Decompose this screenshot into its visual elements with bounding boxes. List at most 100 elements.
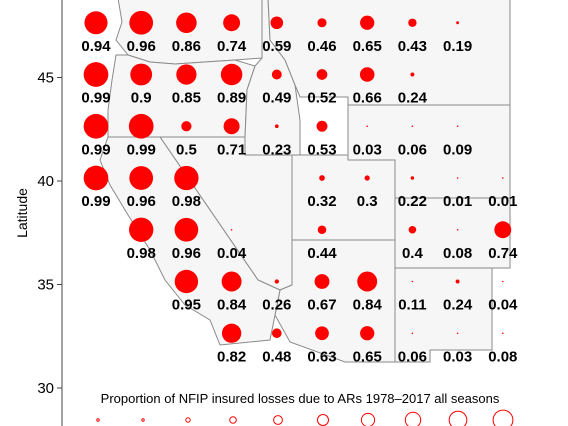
bubble-point [366, 125, 369, 128]
bubble-point [502, 332, 504, 335]
bubble-point [221, 323, 242, 343]
bubble-point [456, 21, 460, 25]
value-label-layer: 0.94 0.96 0.86 0.74 0.59 0.46 0.65 0.43 0.19 0.99… [81, 38, 518, 366]
bubble-value-label: 0.59 [262, 38, 291, 55]
bubble-value-label: 0.08 [443, 245, 472, 262]
bubble-value-label: 0.65 [353, 348, 382, 365]
bubble-value-label: 0.11 [398, 297, 426, 314]
bubble-value-label: 0.71 [217, 141, 246, 158]
bubble-value-label: 0.95 [172, 297, 201, 314]
bubble-value-label: 0.99 [81, 90, 110, 107]
bubble-value-label: 0.4 [402, 245, 424, 262]
bubble-point [502, 177, 504, 179]
bubble-point [129, 166, 154, 190]
bubble-point [317, 225, 327, 235]
bubble-layer [83, 10, 512, 343]
bubble-value-label: 0.09 [443, 141, 472, 158]
state-montana [267, 0, 511, 106]
bubble-point [129, 217, 154, 242]
bubble-point [223, 14, 241, 32]
bubble-point [411, 125, 414, 128]
bubble-value-label: 0.03 [443, 348, 472, 365]
bubble-value-label: 0.01 [488, 193, 517, 210]
bubble-value-label: 0.49 [262, 90, 291, 107]
bubble-point [176, 64, 197, 85]
bubble-point [364, 175, 370, 181]
bubble-value-label: 0.65 [353, 38, 382, 55]
legend-size-circle [96, 418, 100, 422]
bubble-value-label: 0.01 [443, 193, 472, 210]
bubble-value-label: 0.26 [262, 297, 291, 314]
bubble-point [455, 279, 460, 284]
bubble-point [456, 332, 459, 335]
bubble-value-label: 0.96 [127, 193, 156, 210]
legend-size-circle [229, 416, 237, 424]
bubble-value-label: 0.06 [398, 348, 427, 365]
bubble-value-label: 0.3 [357, 193, 378, 210]
bubble-value-label: 0.5 [176, 141, 197, 158]
bubble-point [84, 11, 108, 35]
bubble-value-label: 0.99 [81, 193, 110, 210]
bubble-point [494, 221, 512, 239]
bubble-point [130, 63, 153, 86]
bubble-value-label: 0.43 [398, 38, 427, 55]
bubble-value-label: 0.99 [127, 141, 156, 158]
bubble-value-label: 0.96 [127, 38, 156, 55]
bubble-point [274, 124, 279, 129]
bubble-point [360, 326, 375, 341]
bubble-value-label: 0.98 [172, 193, 201, 210]
bubble-value-label: 0.82 [217, 348, 246, 365]
bubble-value-label: 0.46 [307, 38, 336, 55]
bubble-point [316, 120, 328, 132]
bubble-value-label: 0.86 [172, 38, 201, 55]
bubble-value-label: 0.04 [488, 297, 518, 314]
bubble-point [174, 165, 199, 191]
y-tick-label: 40 [37, 173, 54, 190]
bubble-value-label: 0.23 [262, 141, 291, 158]
bubble-value-label: 0.24 [443, 297, 473, 314]
y-axis: Latitude 30 35 40 45 [14, 0, 63, 426]
bubble-value-label: 0.99 [81, 141, 110, 158]
bubble-point [357, 271, 378, 292]
bubble-point [83, 165, 109, 191]
bubble-value-label: 0.66 [353, 90, 382, 107]
bubble-value-label: 0.19 [443, 38, 472, 55]
bubble-point [315, 326, 329, 341]
bubble-value-label: 0.24 [398, 90, 428, 107]
bubble-point [408, 18, 417, 27]
bubble-value-label: 0.63 [307, 348, 336, 365]
legend-size-circle [360, 412, 376, 426]
bubble-value-label: 0.94 [81, 38, 111, 55]
bubble-point [271, 328, 282, 339]
bubble-point [502, 280, 504, 283]
bubble-value-label: 0.84 [353, 297, 383, 314]
bubble-point [83, 62, 109, 87]
bubble-point [128, 113, 154, 139]
bubble-point [271, 69, 282, 80]
legend-size-circle [317, 414, 329, 426]
bubble-point [456, 177, 459, 179]
y-tick-label: 30 [37, 380, 54, 397]
legend-items [96, 409, 514, 426]
legend-size-circle [404, 411, 422, 426]
bubble-point [220, 63, 243, 86]
bubble-value-label: 0.96 [172, 245, 201, 262]
bubble-point [223, 118, 240, 135]
bubble-point [359, 67, 375, 82]
bubble-point [410, 72, 415, 77]
bubble-point [181, 121, 192, 132]
bubble-point [411, 332, 414, 335]
bubble-point [319, 175, 325, 181]
y-axis-title: Latitude [14, 188, 30, 238]
y-tick-label: 45 [37, 70, 54, 87]
bubble-value-label: 0.06 [398, 141, 427, 158]
bubble-value-label: 0.85 [172, 90, 201, 107]
bubble-value-label: 0.53 [307, 141, 336, 158]
bubble-value-label: 0.84 [217, 297, 247, 314]
legend-title: Proportion of NFIP insured losses due to… [101, 391, 500, 406]
bubble-value-label: 0.89 [217, 90, 246, 107]
bubble-value-label: 0.32 [307, 193, 336, 210]
bubble-point [221, 271, 242, 292]
bubble-point [360, 15, 375, 30]
